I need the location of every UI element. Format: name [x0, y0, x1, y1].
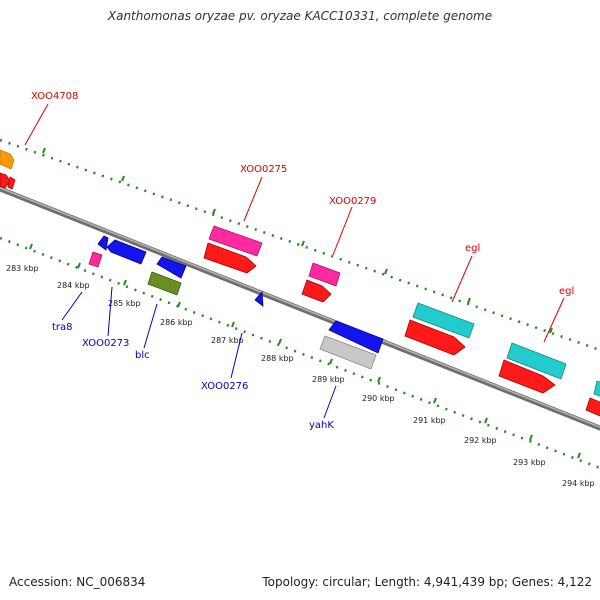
gene-blc-green[interactable] — [147, 271, 182, 296]
gene-egl-cyan[interactable] — [412, 302, 475, 339]
gene-label-blc[interactable]: blc — [135, 350, 150, 361]
gene-label-yahK[interactable]: yahK — [309, 420, 334, 431]
gene-label-XOO4708[interactable]: XOO4708 — [31, 91, 78, 102]
tick-label: 283 kbp — [6, 264, 39, 273]
gene-label-egl-2[interactable]: egl — [559, 286, 574, 297]
tick-label: 293 kbp — [513, 458, 546, 467]
gene-label-XOO0275[interactable]: XOO0275 — [240, 164, 287, 175]
gene-label-egl[interactable]: egl — [465, 243, 480, 254]
tick-label: 294 kbp — [562, 479, 595, 488]
gene-XOO0273-blue[interactable] — [106, 239, 147, 265]
gene-arrow-red[interactable] — [0, 172, 11, 189]
gene-egl2-red[interactable] — [498, 359, 556, 394]
tick-label: 290 kbp — [362, 394, 395, 403]
gene-tra8-blue[interactable] — [97, 235, 109, 251]
gene-label-tra8[interactable]: tra8 — [52, 322, 73, 333]
reverse-leader-lines — [61, 286, 337, 419]
gene-XOO0275-magenta[interactable] — [208, 225, 263, 257]
tick-label: 285 kbp — [108, 299, 141, 308]
genome-backbone — [0, 186, 600, 431]
tick-label: 291 kbp — [413, 416, 446, 425]
gene-XOO0279-magenta[interactable] — [308, 262, 341, 287]
gene-label-XOO0276[interactable]: XOO0276 — [201, 381, 248, 392]
gene-yahK-blue[interactable] — [328, 320, 384, 354]
gene-yahK-gray[interactable] — [319, 335, 377, 370]
gene-edge-cyan[interactable] — [593, 380, 600, 398]
gene-egl-red[interactable] — [404, 319, 466, 356]
gene-XOO0276-blue[interactable] — [254, 291, 264, 307]
tick-label: 289 kbp — [312, 375, 345, 384]
gene-blc-blue[interactable] — [156, 256, 187, 279]
tick-label: 288 kbp — [261, 354, 294, 363]
genome-summary-text: Topology: circular; Length: 4,941,439 bp… — [262, 575, 592, 589]
gene-arrow-orange[interactable] — [0, 149, 15, 170]
tick-label: 284 kbp — [57, 281, 90, 290]
gene-label-XOO0273[interactable]: XOO0273 — [82, 338, 129, 349]
gene-XOO0275-red[interactable] — [203, 242, 257, 274]
tick-label: 287 kbp — [211, 336, 244, 345]
tick-label: 292 kbp — [464, 436, 497, 445]
gene-egl2-cyan[interactable] — [506, 342, 567, 380]
gene-XOO0279-red[interactable] — [301, 279, 332, 303]
tick-label: 286 kbp — [160, 318, 193, 327]
gene-edge-red[interactable] — [585, 397, 600, 418]
inner-major-ticks — [29, 243, 581, 459]
reverse-genes — [88, 235, 384, 370]
forward-genes — [0, 149, 600, 418]
forward-leader-lines — [24, 103, 565, 343]
gene-label-XOO0279[interactable]: XOO0279 — [329, 196, 376, 207]
map-title: Xanthomonas oryzae pv. oryzae KACC10331,… — [107, 9, 493, 23]
gene-tra8-magenta[interactable] — [88, 251, 103, 268]
gene-arrow-red-small[interactable] — [7, 176, 16, 190]
accession-text: Accession: NC_006834 — [9, 575, 146, 589]
outer-major-ticks — [42, 147, 553, 334]
outer-dotted-ruler — [0, 138, 600, 352]
